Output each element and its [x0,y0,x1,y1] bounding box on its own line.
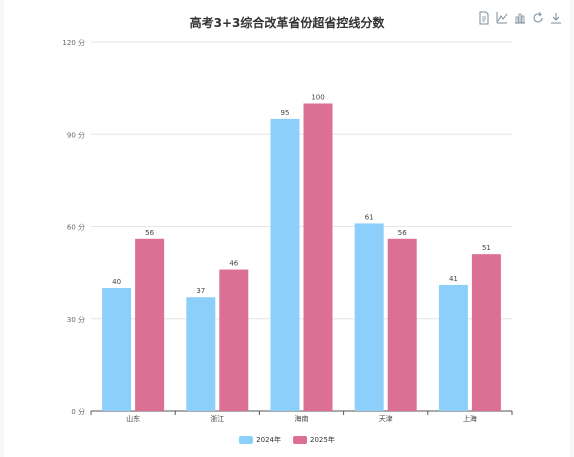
chart-canvas: 0 分 30 分 60 分 90 分 120 分山东 40 56 浙江 37 46 海南 95 100 天… [62,38,513,423]
bar-chart-icon[interactable] [514,11,526,25]
bar-2024年-天津 [354,223,384,411]
bar-2025年-天津 [387,238,417,411]
y-tick-label: 60 分 [67,223,85,232]
chart-panel: 高考3+3综合改革省份超省控线分数 0 分 30 分 60 分 90 分 120 分山东… [4,0,570,457]
legend-item[interactable]: 2025年 [293,435,335,445]
bar-2024年-浙江 [186,297,216,411]
line-chart-icon[interactable] [496,11,508,25]
bar-value-label: 40 [112,278,121,286]
chart-toolbox [478,11,562,25]
bar-value-label: 41 [449,275,458,283]
bar-value-label: 46 [229,260,238,268]
x-tick-label: 山东 [126,414,140,423]
bar-value-label: 56 [145,229,154,237]
chart-title: 高考3+3综合改革省份超省控线分数 [189,16,385,30]
y-tick-label: 90 分 [67,130,85,139]
bar-2025年-海南 [303,103,333,411]
bar-2025年-浙江 [219,269,249,411]
bar-value-label: 37 [196,287,205,295]
x-tick-label: 海南 [295,414,309,423]
legend-label: 2024年 [256,436,281,444]
bar-value-label: 56 [398,229,407,237]
chart-legend: 2024年 2025年 [4,435,570,445]
bar-2024年-上海 [438,284,468,411]
bar-value-label: 51 [482,244,491,252]
legend-swatch [239,436,254,444]
y-tick-label: 0 分 [71,407,85,416]
bar-value-label: 95 [281,109,290,117]
download-icon[interactable] [550,11,562,25]
bar-value-label: 100 [311,94,324,102]
legend-swatch [293,436,307,444]
x-tick-label: 上海 [463,414,477,423]
data-view-icon[interactable] [478,11,490,25]
x-tick-label: 浙江 [210,414,224,423]
bar-2025年-上海 [471,254,501,411]
x-tick-label: 天津 [379,415,393,423]
restore-icon[interactable] [532,11,544,25]
bar-2025年-山东 [135,238,165,411]
bar-value-label: 61 [365,213,374,221]
legend-label: 2025年 [310,436,335,444]
legend-item[interactable]: 2024年 [239,435,281,445]
bar-2024年-海南 [270,118,300,411]
bar-2024年-山东 [102,288,132,411]
y-tick-label: 120 分 [62,38,85,47]
y-tick-label: 30 分 [67,315,85,324]
